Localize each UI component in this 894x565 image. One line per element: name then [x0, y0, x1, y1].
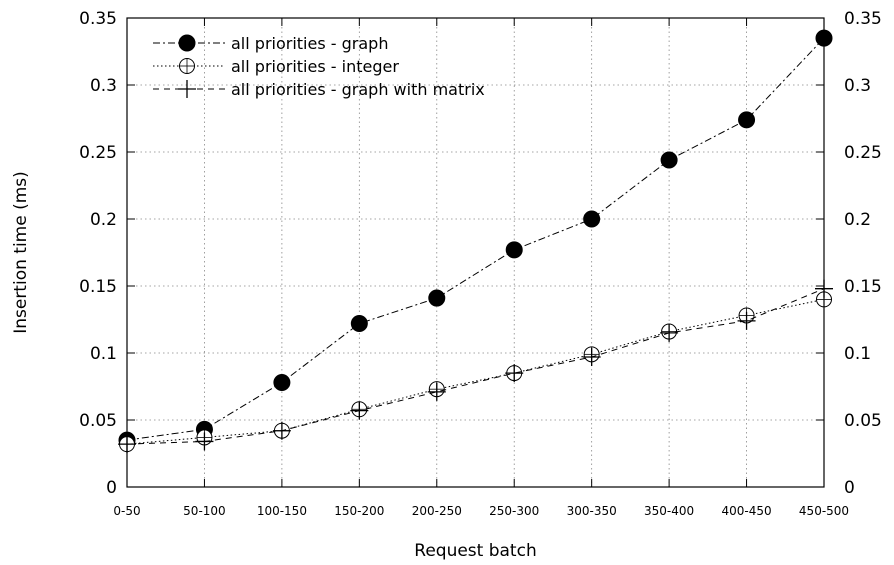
grid-lines [127, 18, 824, 487]
data-point [583, 210, 601, 228]
y-tick-label: 0.2 [90, 210, 117, 230]
legend-label: all priorities - integer [231, 57, 399, 76]
x-tick-label: 100-150 [257, 504, 307, 518]
x-tick-label: 400-450 [721, 504, 771, 518]
y2-tick-label: 0.3 [844, 76, 871, 96]
legend-item-3: all priorities - graph with matrix [153, 80, 485, 99]
series-3 [118, 279, 833, 454]
legend-label: all priorities - graph [231, 34, 388, 53]
x-tick-label: 300-350 [567, 504, 617, 518]
data-point [660, 323, 679, 342]
y2-tick-label: 0.2 [844, 210, 871, 230]
y2-tick-label: 0.35 [844, 9, 882, 29]
legend-marker [178, 34, 196, 52]
y2-tick-label: 0.15 [844, 277, 882, 297]
y-tick-label: 0.05 [79, 411, 117, 431]
y-tick-label: 0.1 [90, 344, 117, 364]
y-axis-tick-labels: 0 0.05 0.1 0.15 0.2 0.25 0.3 0.35 [79, 9, 117, 498]
legend-item-2: all priorities - integer [153, 57, 399, 76]
x-tick-label: 0-50 [113, 504, 140, 518]
y2-tick-label: 0.25 [844, 143, 882, 163]
y-tick-label: 0.15 [79, 277, 117, 297]
x-axis-title: Request batch [414, 541, 536, 561]
y2-axis-tick-labels: 0 0.05 0.1 0.15 0.2 0.25 0.3 0.35 [844, 9, 882, 498]
legend-marker [179, 58, 195, 74]
data-point [738, 111, 756, 129]
x-axis-tick-labels: 0-50 50-100 100-150 150-200 200-250 250-300 30… [113, 504, 849, 518]
data-point [660, 151, 678, 169]
data-point [350, 315, 368, 333]
legend: all priorities - graph all priorities - i… [153, 34, 485, 99]
series-line [126, 37, 825, 441]
data-point [427, 382, 446, 401]
data-point [273, 373, 291, 391]
x-tick-label: 50-100 [183, 504, 226, 518]
x-tick-label: 450-500 [799, 504, 849, 518]
legend-marker [178, 80, 196, 98]
series-line [126, 298, 825, 445]
legend-label: all priorities - graph with matrix [231, 80, 485, 99]
axis-ticks [126, 17, 825, 488]
y-tick-label: 0.3 [90, 76, 117, 96]
data-point [505, 241, 523, 259]
x-tick-label: 200-250 [412, 504, 462, 518]
y-tick-label: 0.35 [79, 9, 117, 29]
y-tick-label: 0 [106, 478, 117, 498]
data-point [350, 401, 369, 420]
y2-tick-label: 0.1 [844, 344, 871, 364]
y2-tick-label: 0.05 [844, 411, 882, 431]
y-axis-title: Insertion time (ms) [11, 171, 31, 334]
series-line [126, 288, 825, 445]
data-point [272, 421, 291, 440]
data-point [195, 432, 214, 451]
data-point [737, 311, 756, 330]
data-point [505, 364, 524, 383]
data-point [582, 348, 601, 367]
legend-item-1: all priorities - graph [153, 34, 388, 53]
series-group [118, 29, 833, 454]
y-tick-label: 0.25 [79, 143, 117, 163]
x-tick-label: 150-200 [334, 504, 384, 518]
y2-tick-label: 0 [844, 478, 855, 498]
series-2 [119, 291, 832, 453]
data-point [428, 289, 446, 307]
x-tick-label: 250-300 [489, 504, 539, 518]
plot-frame [126, 17, 825, 488]
x-tick-label: 350-400 [644, 504, 694, 518]
